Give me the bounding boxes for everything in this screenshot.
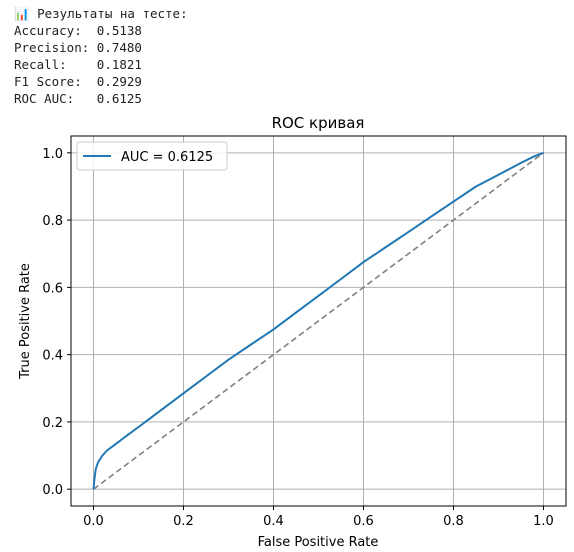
legend: AUC = 0.6125 xyxy=(77,142,227,170)
x-tick-label: 0.8 xyxy=(443,514,464,529)
legend-label: AUC = 0.6125 xyxy=(121,150,213,165)
x-axis-label: False Positive Rate xyxy=(258,535,379,550)
y-tick-label: 0.6 xyxy=(42,281,63,296)
diagonal-reference-line xyxy=(94,153,544,489)
y-tick-label: 0.2 xyxy=(42,416,63,431)
x-tick-label: 1.0 xyxy=(533,514,554,529)
y-tick-label: 0.8 xyxy=(42,214,63,229)
y-tick-label: 0.0 xyxy=(42,483,63,498)
y-tick-label: 0.4 xyxy=(42,349,63,364)
x-tick-label: 0.4 xyxy=(263,514,284,529)
y-axis-label: True Positive Rate xyxy=(18,263,33,380)
y-tick-label: 1.0 xyxy=(42,147,63,162)
x-tick-label: 0.2 xyxy=(173,514,194,529)
data-series xyxy=(94,153,544,489)
y-axis: 0.0 0.2 0.4 0.6 0.8 1.0 xyxy=(42,147,71,498)
chart-title: ROC кривая xyxy=(272,114,365,132)
x-axis: 0.0 0.2 0.4 0.6 0.8 1.0 xyxy=(83,506,554,529)
x-tick-label: 0.0 xyxy=(83,514,104,529)
x-tick-label: 0.6 xyxy=(353,514,374,529)
